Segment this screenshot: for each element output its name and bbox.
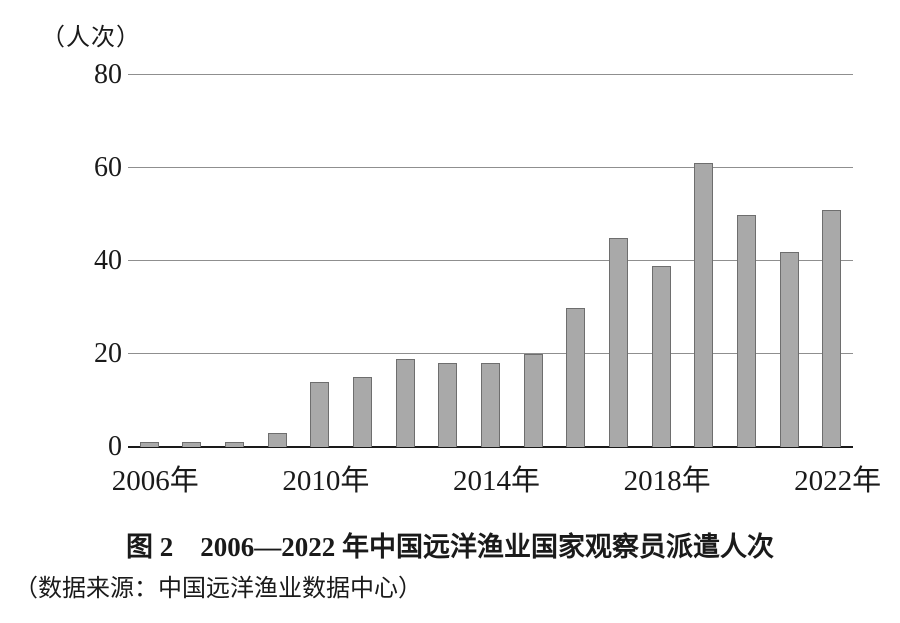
bar-2017: [608, 237, 628, 447]
bar-2006: [139, 442, 159, 447]
y-tick-label-40: 40: [94, 245, 122, 276]
gridline-80: [128, 74, 853, 75]
x-tick-label-2014: 2014年: [452, 465, 541, 497]
bar-2014: [481, 363, 500, 447]
gridline-20: [128, 353, 853, 354]
x-tick-label-2010: 2010年: [282, 465, 370, 497]
gridline-60: [128, 167, 853, 168]
bar-2008: [225, 442, 245, 447]
bar-2021: [779, 251, 799, 447]
bar-2007: [182, 442, 202, 447]
y-axis-unit-label: （人次）: [41, 25, 141, 51]
y-tick-label-20: 20: [94, 338, 122, 369]
x-tick-label-2018: 2018年: [623, 465, 711, 497]
bar-2022: [822, 209, 842, 447]
gridline-40: [128, 260, 853, 261]
bar-2013: [438, 363, 458, 447]
y-axis-tick-labels: 0 20 40 60 80: [0, 0, 122, 520]
bar-2016: [566, 307, 586, 447]
y-tick-label-60: 60: [94, 152, 122, 183]
bar-2012: [395, 358, 415, 447]
x-tick-label-2022: 2022年: [794, 465, 882, 497]
y-tick-label-80: 80: [94, 59, 122, 90]
x-axis-line: [128, 446, 853, 448]
y-tick-label-0: 0: [108, 431, 122, 462]
bar-2020: [736, 214, 756, 447]
plot-area: [128, 74, 853, 448]
data-source-note: （数据来源：中国远洋渔业数据中心）: [14, 576, 422, 602]
bar-2009: [267, 433, 287, 447]
bar-2019: [694, 163, 714, 447]
x-tick-label-2006: 2006年: [111, 465, 199, 497]
bar-2010: [310, 381, 330, 447]
bar-2015: [523, 354, 543, 447]
bar-2011: [353, 377, 373, 447]
figure-caption: 图 2 2006—2022 年中国远洋渔业国家观察员派遣人次: [126, 532, 774, 562]
bar-2018: [651, 265, 671, 447]
